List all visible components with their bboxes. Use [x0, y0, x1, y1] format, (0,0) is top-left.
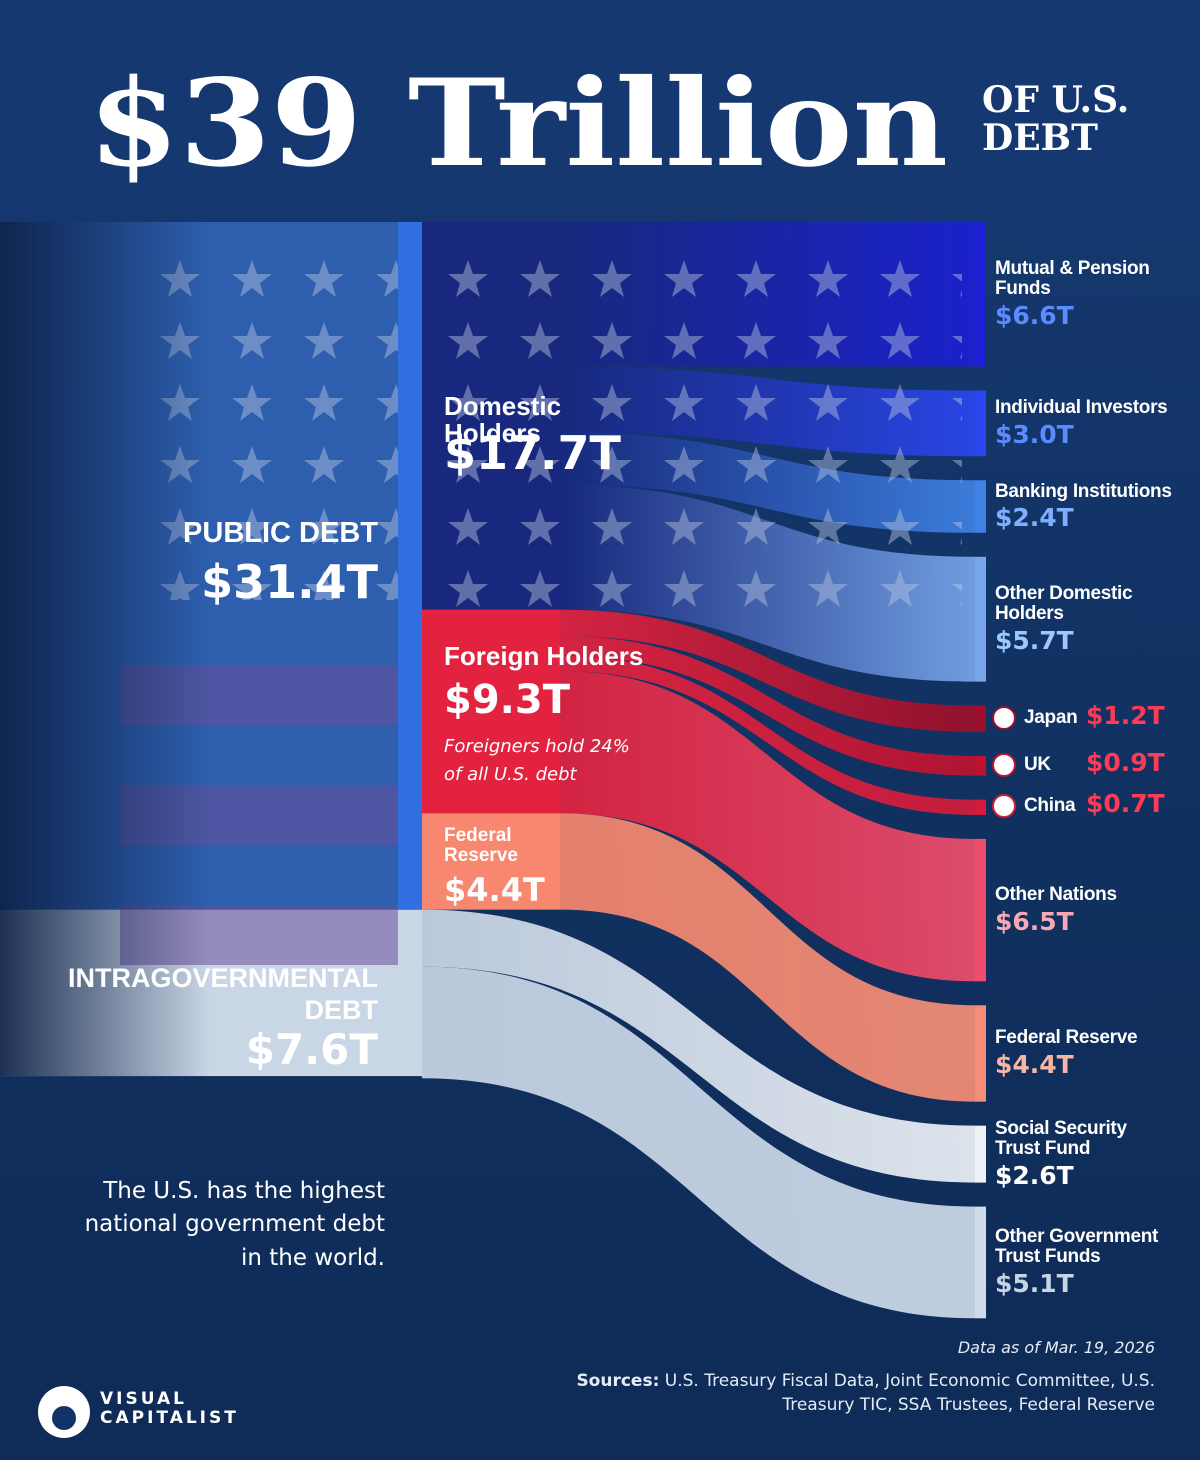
target-box: Mutual & Pension Funds $6.6T	[995, 259, 1185, 329]
target-value: $0.9T	[1086, 747, 1165, 777]
target-label: Social Security Trust Fund	[995, 1118, 1127, 1160]
target-node	[975, 390, 986, 457]
sources-row: Sources: U.S. Treasury Fiscal Data, Join…	[555, 1370, 1155, 1418]
target-label: Mutual & Pension Funds	[995, 258, 1150, 300]
brand-logo	[52, 1406, 76, 1430]
flow-ribbon	[560, 670, 975, 982]
sources-label: Sources:	[576, 1371, 660, 1391]
target-label: Other Domestic Holders	[995, 583, 1133, 625]
target-label: Individual Investors	[995, 397, 1168, 419]
source-label: PUBLIC DEBT	[183, 517, 378, 549]
target-value: $0.7T	[1086, 789, 1165, 819]
date-note: Data as of Mar. 19, 2026	[957, 1338, 1155, 1357]
country-row: China $0.7T	[992, 789, 1192, 820]
shade-decoration	[0, 222, 420, 1077]
target-box: Banking Institutions $2.4T	[995, 480, 1185, 533]
source-label: INTRAGOVERNMENTAL DEBT	[68, 963, 378, 1026]
target-value: $6.6T	[995, 301, 1074, 331]
flag-icon	[992, 794, 1016, 819]
target-value: $2.4T	[995, 503, 1074, 533]
target-box: Other Government Trust Funds $5.1T	[995, 1227, 1185, 1297]
title-band	[0, 0, 1200, 215]
target-label: Other Nations	[995, 884, 1117, 906]
source-value: $31.4T	[201, 555, 378, 609]
country-row: UK $0.9T	[992, 747, 1192, 779]
target-value: $3.0T	[995, 420, 1074, 450]
target-node	[975, 838, 986, 982]
target-box: Individual Investors $3.0T	[995, 398, 1185, 448]
target-node	[975, 1005, 986, 1102]
note: The U.S. has the highest national govern…	[84, 1178, 385, 1271]
target-node	[975, 556, 986, 682]
middle-value: $17.7T	[444, 426, 621, 480]
target-node	[975, 480, 986, 533]
target-value: $4.4T	[995, 1050, 1074, 1080]
target-value: $1.2T	[1086, 700, 1165, 730]
target-node	[975, 222, 986, 367]
middle-label: Foreign Holders	[444, 641, 644, 671]
flow-ribbon	[560, 609, 975, 732]
flow-ribbon	[422, 966, 975, 1319]
flow-ribbon	[560, 813, 975, 1102]
middle-node	[422, 813, 560, 910]
target-box: Federal Reserve $4.4T	[995, 1028, 1185, 1078]
target-node	[975, 1125, 986, 1183]
target-box: Social Security Trust Fund $2.6T	[995, 1119, 1185, 1189]
flow-ribbon	[560, 655, 975, 815]
middle-label: Federal Reserve	[444, 825, 518, 866]
chart-subtitle: OF U.S. DEBT	[982, 79, 1130, 159]
flag-icon	[992, 705, 1016, 730]
target-box: Other Domestic Holders $5.7T	[995, 584, 1185, 654]
target-label: UK	[1024, 753, 1051, 775]
middle-node	[422, 609, 560, 814]
target-node	[975, 799, 986, 815]
target-label: Japan	[1024, 706, 1078, 728]
target-node	[975, 1206, 986, 1319]
target-node	[975, 705, 986, 732]
sources-text: U.S. Treasury Fiscal Data, Joint Economi…	[664, 1371, 1155, 1415]
target-box: Other Nations $6.5T	[995, 885, 1185, 935]
target-node	[975, 755, 986, 776]
divider-bar	[398, 222, 422, 910]
middle-value: $9.3T	[444, 677, 570, 723]
target-value: $6.5T	[995, 907, 1074, 937]
middle-value: $4.4T	[444, 871, 545, 909]
target-value: $5.7T	[995, 626, 1074, 656]
target-label: Other Government Trust Funds	[995, 1226, 1159, 1268]
target-value: $5.1T	[995, 1269, 1074, 1299]
chart-title: $39 Trillion	[88, 53, 948, 194]
target-value: $2.6T	[995, 1161, 1074, 1190]
brand: VISUAL CAPITALIST	[100, 1389, 239, 1428]
target-label: Federal Reserve	[995, 1027, 1138, 1049]
target-label: China	[1024, 795, 1076, 817]
middle-label: Domestic Holders	[444, 391, 562, 449]
annotation: Foreigners hold 24% of all U.S. debt	[444, 736, 630, 785]
flag-icon	[992, 752, 1016, 777]
flow-ribbon	[422, 909, 975, 1183]
target-label: Banking Institutions	[995, 480, 1172, 502]
flow-ribbon	[560, 635, 975, 776]
source-value: $7.6T	[245, 1025, 378, 1074]
stars-decoration	[422, 250, 962, 610]
country-row: Japan $1.2T	[992, 700, 1192, 732]
